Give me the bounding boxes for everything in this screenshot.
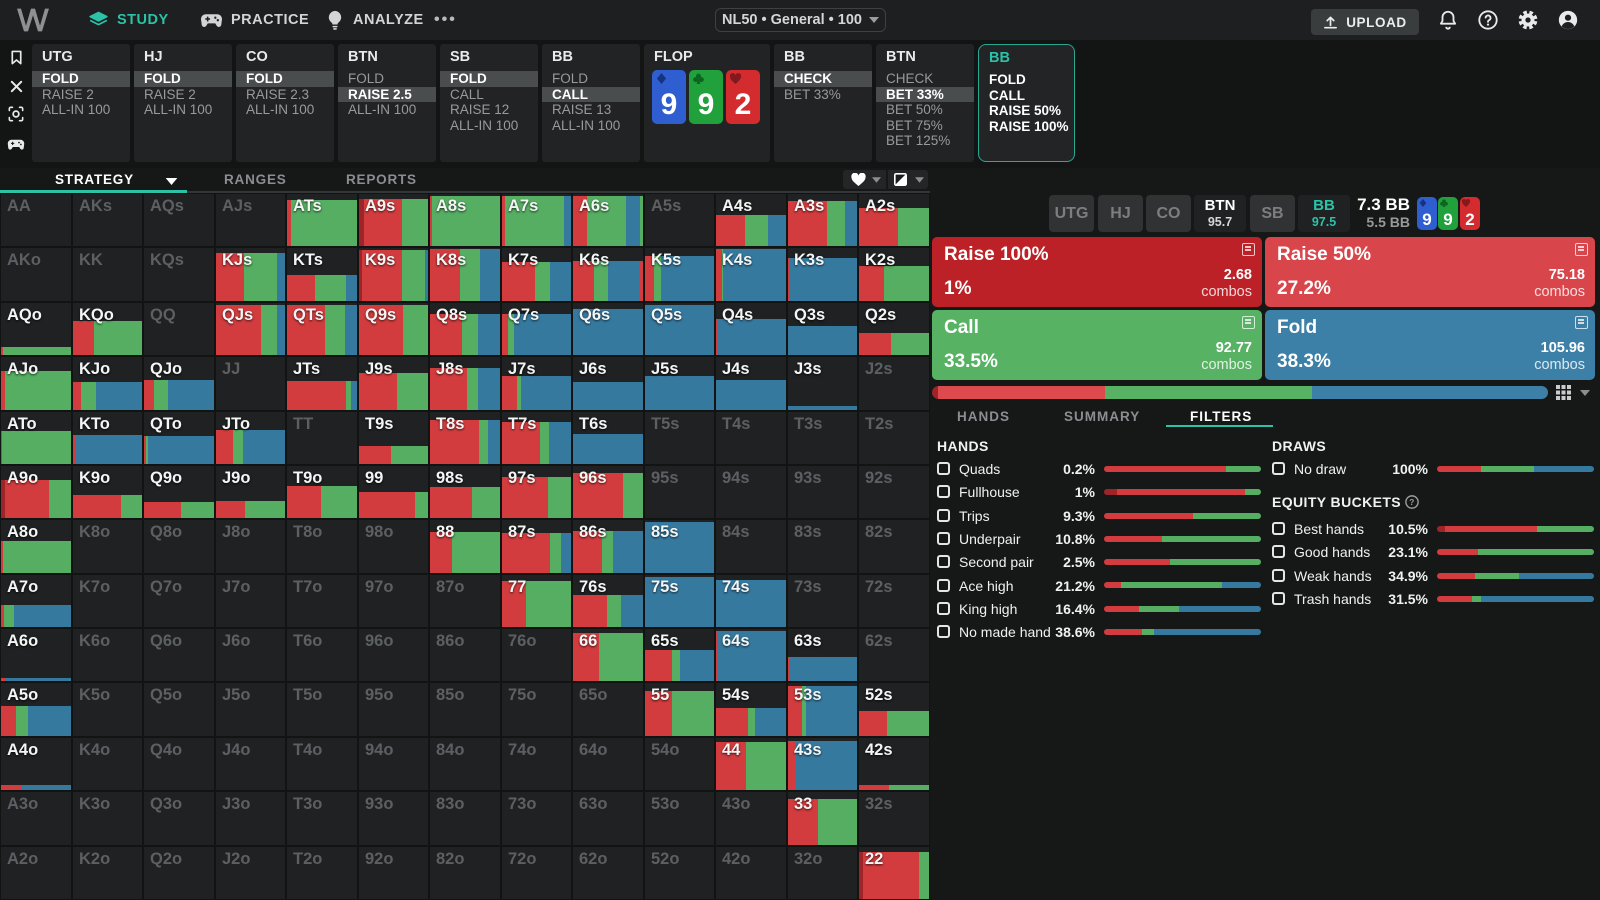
svg-text:?: ? bbox=[1410, 497, 1415, 507]
